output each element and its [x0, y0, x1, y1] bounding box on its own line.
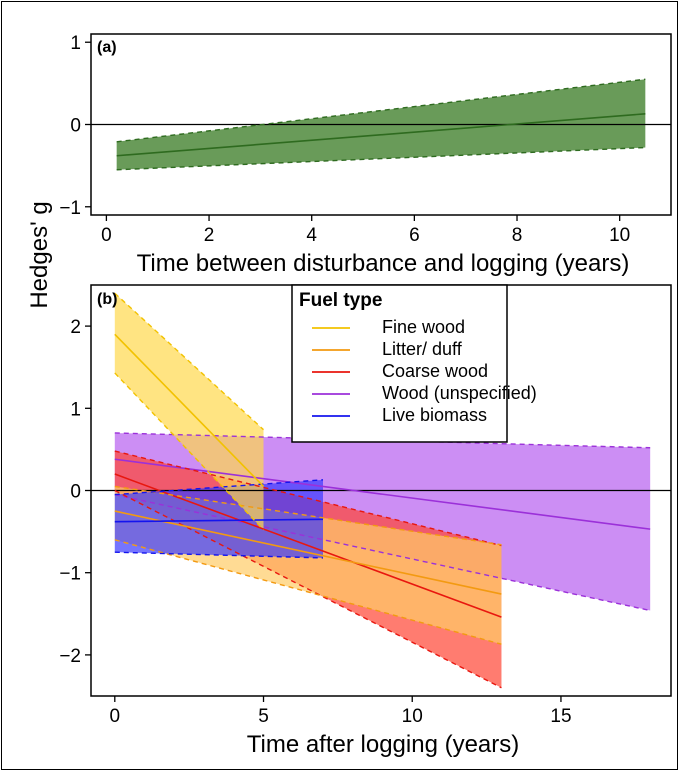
ci-band-fine-wood: [114, 293, 264, 530]
x-tick-label: 8: [512, 225, 523, 246]
panel-a-fit-lines: [116, 78, 646, 171]
legend-label-coarse-wood: Coarse wood: [382, 361, 488, 381]
y-tick-label: −1: [59, 564, 81, 585]
ci-lower-wood-unspecified: [114, 493, 651, 612]
y-tick-label: −1: [59, 198, 81, 219]
ci-upper-live-biomass: [114, 479, 324, 496]
panel-b-y-ticks: −2 −1 0 1 2: [59, 317, 91, 667]
y-tick-label: 0: [70, 482, 81, 503]
panel-a-x-ticks: 0 2 4 6 8 10: [101, 215, 630, 246]
y-axis-title: Hedges' g: [26, 201, 53, 308]
fit-line-series-0: [116, 113, 646, 157]
x-tick-label: 10: [609, 225, 630, 246]
x-tick-label: 4: [306, 225, 317, 246]
panel-a-tag: (a): [97, 39, 117, 56]
y-tick-label: 1: [70, 33, 81, 54]
y-tick-label: 1: [70, 399, 81, 420]
fit-line-fine-wood: [114, 333, 265, 487]
legend-label-fine-wood: Fine wood: [382, 317, 465, 337]
ci-upper-coarse-wood: [114, 450, 502, 547]
ci-upper-series-0: [116, 78, 646, 143]
y-tick-label: 2: [70, 317, 81, 338]
ci-upper-fine-wood: [114, 292, 264, 431]
ci-lower-litter-duff: [114, 539, 502, 645]
y-tick-label: −2: [59, 646, 81, 667]
ci-lower-series-0: [116, 146, 646, 171]
x-tick-label: 0: [101, 225, 112, 246]
ci-band-live-biomass: [114, 479, 324, 558]
panel-b-x-axis-title: Time after logging (years): [247, 731, 520, 758]
panel-b-tag: (b): [97, 291, 117, 308]
legend-label-litter-duff: Litter/ duff: [382, 339, 463, 359]
fit-line-litter-duff: [114, 510, 502, 595]
x-tick-label: 10: [402, 706, 423, 727]
ci-lower-coarse-wood: [114, 489, 502, 689]
x-tick-label: 2: [204, 225, 215, 246]
ci-upper-litter-duff: [114, 485, 502, 546]
legend-label-live-biomass: Live biomass: [382, 405, 487, 425]
panel-b-fit-lines: [114, 292, 651, 689]
x-tick-label: 6: [409, 225, 420, 246]
panel-b-x-ticks: 0 5 10 15: [110, 696, 572, 727]
ci-lower-live-biomass: [114, 551, 324, 559]
fit-line-live-biomass: [114, 518, 324, 523]
fit-line-coarse-wood: [114, 473, 502, 618]
ci-lower-fine-wood: [114, 372, 265, 531]
x-tick-label: 0: [110, 706, 121, 727]
legend-label-wood-unspecified: Wood (unspecified): [382, 383, 537, 403]
panel-a-x-axis-title: Time between disturbance and logging (ye…: [137, 250, 630, 277]
y-tick-label: 0: [70, 116, 81, 137]
panel-a: 0 2 4 6 8 10 −1 0 1 (a) Time between disturbanc…: [59, 33, 672, 277]
legend-title: Fuel type: [299, 290, 382, 311]
x-tick-label: 15: [550, 706, 571, 727]
x-tick-label: 5: [258, 706, 269, 727]
panel-a-y-ticks: −1 0 1: [59, 33, 91, 219]
fit-line-wood-unspecified: [114, 458, 651, 530]
panel-b: 0 5 10 15 −2 −1 0 1 2 (b) Time after logging (y…: [59, 284, 672, 758]
